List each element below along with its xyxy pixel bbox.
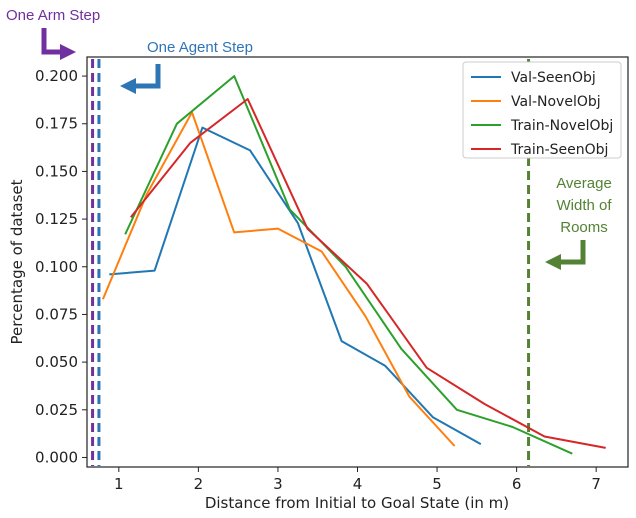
annotation-one-arm-step-text: One Arm Step <box>6 7 100 24</box>
series-line-train-novelobj <box>124 75 573 455</box>
legend-box <box>462 61 622 159</box>
series-line-train-seenobj <box>130 98 606 449</box>
y-tick-label: 0.100 <box>35 258 78 276</box>
y-tick-label: 0.000 <box>35 448 78 466</box>
x-tick-label: 3 <box>273 475 283 493</box>
x-axis-label: Distance from Initial to Goal State (in … <box>205 494 509 512</box>
legend-label-train-seenobj: Train-SeenObj <box>510 142 608 158</box>
x-tick-label: 6 <box>512 475 522 493</box>
y-tick-label: 0.150 <box>35 162 78 180</box>
x-tick-label: 2 <box>194 475 204 493</box>
bent-arrow-left-icon <box>559 240 586 265</box>
annotation-rooms-line-3: Rooms <box>560 219 608 236</box>
annotation-rooms-line-2: Width of <box>556 197 612 214</box>
arrow-head-left-icon <box>545 254 561 270</box>
x-tick-label: 7 <box>591 475 601 493</box>
axis-ticks: 1 2 3 4 5 6 7 0.000 0.025 0.050 0.075 0.100 0.125 0.1… <box>35 67 601 493</box>
arrow-head-right-icon <box>60 44 76 60</box>
bent-arrow-right-icon <box>41 28 62 55</box>
legend-label-val-novelobj: Val-NovelObj <box>511 94 601 110</box>
bent-arrow-left-icon <box>134 64 161 89</box>
y-tick-label: 0.175 <box>35 115 78 133</box>
reference-lines <box>91 59 531 466</box>
legend-label-train-novelobj: Train-NovelObj <box>510 118 613 134</box>
x-tick-label: 4 <box>353 475 363 493</box>
legend: Val-SeenObj Val-NovelObj Train-NovelObj … <box>462 61 622 159</box>
x-tick-label: 5 <box>432 475 442 493</box>
y-tick-label: 0.075 <box>35 305 78 323</box>
y-axis-label: Percentage of dataset <box>8 179 26 344</box>
series-lines <box>101 75 606 455</box>
annotation-one-arm-step: One Arm Step <box>6 7 100 60</box>
series-line-val-seenobj <box>109 126 482 445</box>
annotation-one-agent-step-text: One Agent Step <box>147 39 253 56</box>
y-tick-label: 0.050 <box>35 353 78 371</box>
series-line-val-novelobj <box>101 111 456 447</box>
y-tick-label: 0.200 <box>35 67 78 85</box>
y-tick-label: 0.025 <box>35 401 78 419</box>
arrow-head-left-icon <box>120 78 136 94</box>
x-tick-label: 1 <box>114 475 124 493</box>
annotation-one-agent-step: One Agent Step <box>120 39 253 94</box>
legend-label-val-seenobj: Val-SeenObj <box>511 70 596 86</box>
y-tick-label: 0.125 <box>35 210 78 228</box>
annotation-rooms-line-1: Average <box>556 175 612 192</box>
annotation-average-width-of-rooms: Average Width of Rooms <box>545 175 612 270</box>
